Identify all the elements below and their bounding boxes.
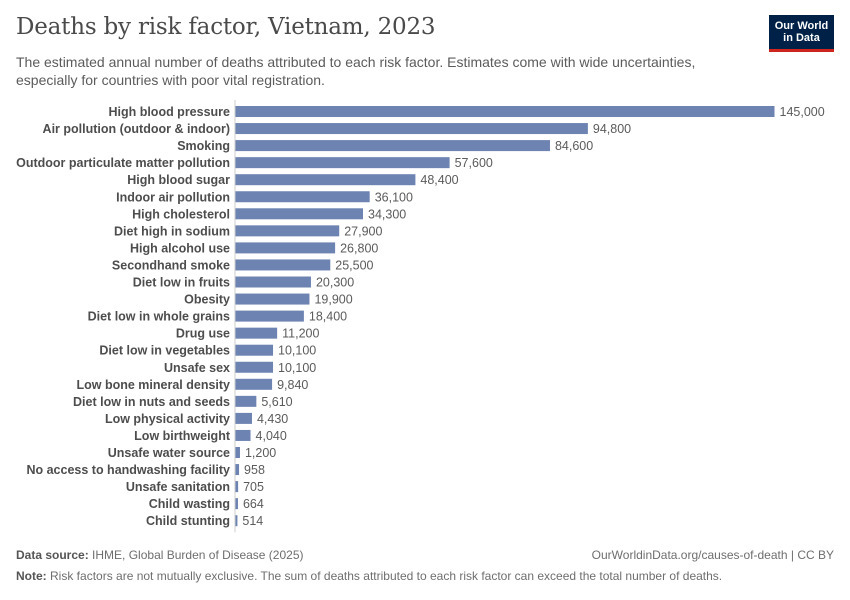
category-label: High blood pressure: [108, 105, 230, 119]
category-label: Low birthweight: [134, 429, 231, 443]
bar[interactable]: [235, 174, 416, 186]
data-source-label: Data source:: [16, 548, 89, 562]
category-label: Unsafe water source: [108, 446, 230, 460]
value-label: 5,610: [261, 395, 292, 409]
category-label: Low bone mineral density: [77, 378, 231, 392]
bar[interactable]: [235, 191, 370, 203]
bar[interactable]: [235, 259, 331, 271]
bar[interactable]: [235, 310, 304, 322]
data-source: Data source: IHME, Global Burden of Dise…: [16, 548, 834, 562]
owid-logo[interactable]: Our World in Data: [769, 15, 834, 52]
category-label: Diet high in sodium: [114, 224, 230, 238]
category-label: Diet low in fruits: [133, 276, 230, 290]
category-label: Low physical activity: [105, 412, 230, 426]
value-label: 20,300: [316, 276, 354, 290]
value-label: 26,800: [340, 241, 378, 255]
bar[interactable]: [235, 123, 588, 135]
category-label: Diet low in vegetables: [99, 344, 230, 358]
value-label: 1,200: [245, 446, 276, 460]
category-label: High cholesterol: [132, 207, 230, 221]
value-label: 664: [243, 497, 264, 511]
category-label: Drug use: [176, 327, 230, 341]
source-url[interactable]: OurWorldinData.org/causes-of-death | CC …: [591, 548, 834, 562]
bar[interactable]: [235, 481, 239, 493]
value-label: 705: [243, 480, 264, 494]
category-label: Obesity: [184, 293, 230, 307]
category-label: Outdoor particulate matter pollution: [16, 156, 230, 170]
category-label: Unsafe sanitation: [126, 480, 230, 494]
bar[interactable]: [235, 225, 340, 237]
category-label: Child wasting: [149, 497, 230, 511]
value-label: 9,840: [277, 378, 308, 392]
logo-line-2: in Data: [783, 32, 820, 44]
bar[interactable]: [235, 293, 310, 305]
bar[interactable]: [235, 276, 311, 288]
chart-subtitle: The estimated annual number of deaths at…: [16, 54, 696, 88]
bar[interactable]: [235, 498, 238, 510]
value-label: 18,400: [309, 310, 347, 324]
bar[interactable]: [235, 395, 257, 407]
bar[interactable]: [235, 412, 252, 424]
value-label: 84,600: [555, 139, 593, 153]
bar[interactable]: [235, 327, 278, 339]
bar[interactable]: [235, 140, 550, 152]
value-label: 11,200: [282, 327, 319, 341]
bar[interactable]: [235, 106, 775, 117]
value-label: 94,800: [593, 122, 631, 136]
data-source-link[interactable]: IHME, Global Burden of Disease (2025): [92, 548, 304, 562]
value-label: 57,600: [455, 156, 493, 170]
bar[interactable]: [235, 208, 364, 220]
value-label: 48,400: [420, 173, 458, 187]
value-label: 34,300: [368, 207, 406, 221]
chart-note: Note: Risk factors are not mutually excl…: [16, 569, 834, 583]
value-label: 4,040: [256, 429, 287, 443]
value-label: 19,900: [314, 293, 352, 307]
category-label: Diet low in whole grains: [88, 310, 230, 324]
category-label: High alcohol use: [130, 241, 230, 255]
value-label: 514: [242, 514, 263, 528]
value-label: 36,100: [375, 190, 413, 204]
category-label: Diet low in nuts and seeds: [73, 395, 230, 409]
category-label: Smoking: [177, 139, 230, 153]
category-label: Air pollution (outdoor & indoor): [43, 122, 230, 136]
bar[interactable]: [235, 157, 450, 169]
category-label: Secondhand smoke: [112, 258, 230, 272]
bar[interactable]: [235, 361, 274, 373]
bar-chart: High blood pressure 145,000 Air pollution …: [16, 100, 825, 533]
value-label: 25,500: [335, 258, 373, 272]
value-label: 145,000: [780, 105, 825, 119]
bar[interactable]: [235, 378, 273, 390]
category-label: Indoor air pollution: [116, 190, 230, 204]
chart-title: Deaths by risk factor, Vietnam, 2023: [16, 14, 436, 40]
category-label: No access to handwashing facility: [26, 463, 230, 477]
value-label: 27,900: [344, 224, 382, 238]
bar[interactable]: [235, 464, 240, 476]
category-label: Child stunting: [146, 514, 230, 528]
category-label: Unsafe sex: [164, 361, 230, 375]
bar[interactable]: [235, 447, 240, 458]
value-label: 10,100: [278, 361, 316, 375]
bar[interactable]: [235, 344, 274, 356]
value-label: 4,430: [257, 412, 288, 426]
bar[interactable]: [235, 515, 238, 527]
category-label: High blood sugar: [127, 173, 230, 187]
bar[interactable]: [235, 429, 251, 441]
note-label: Note:: [16, 569, 47, 583]
note-text: Risk factors are not mutually exclusive.…: [50, 569, 723, 583]
value-label: 958: [244, 463, 265, 477]
bar[interactable]: [235, 242, 336, 254]
logo-line-1: Our World: [774, 20, 829, 32]
value-label: 10,100: [278, 344, 316, 358]
